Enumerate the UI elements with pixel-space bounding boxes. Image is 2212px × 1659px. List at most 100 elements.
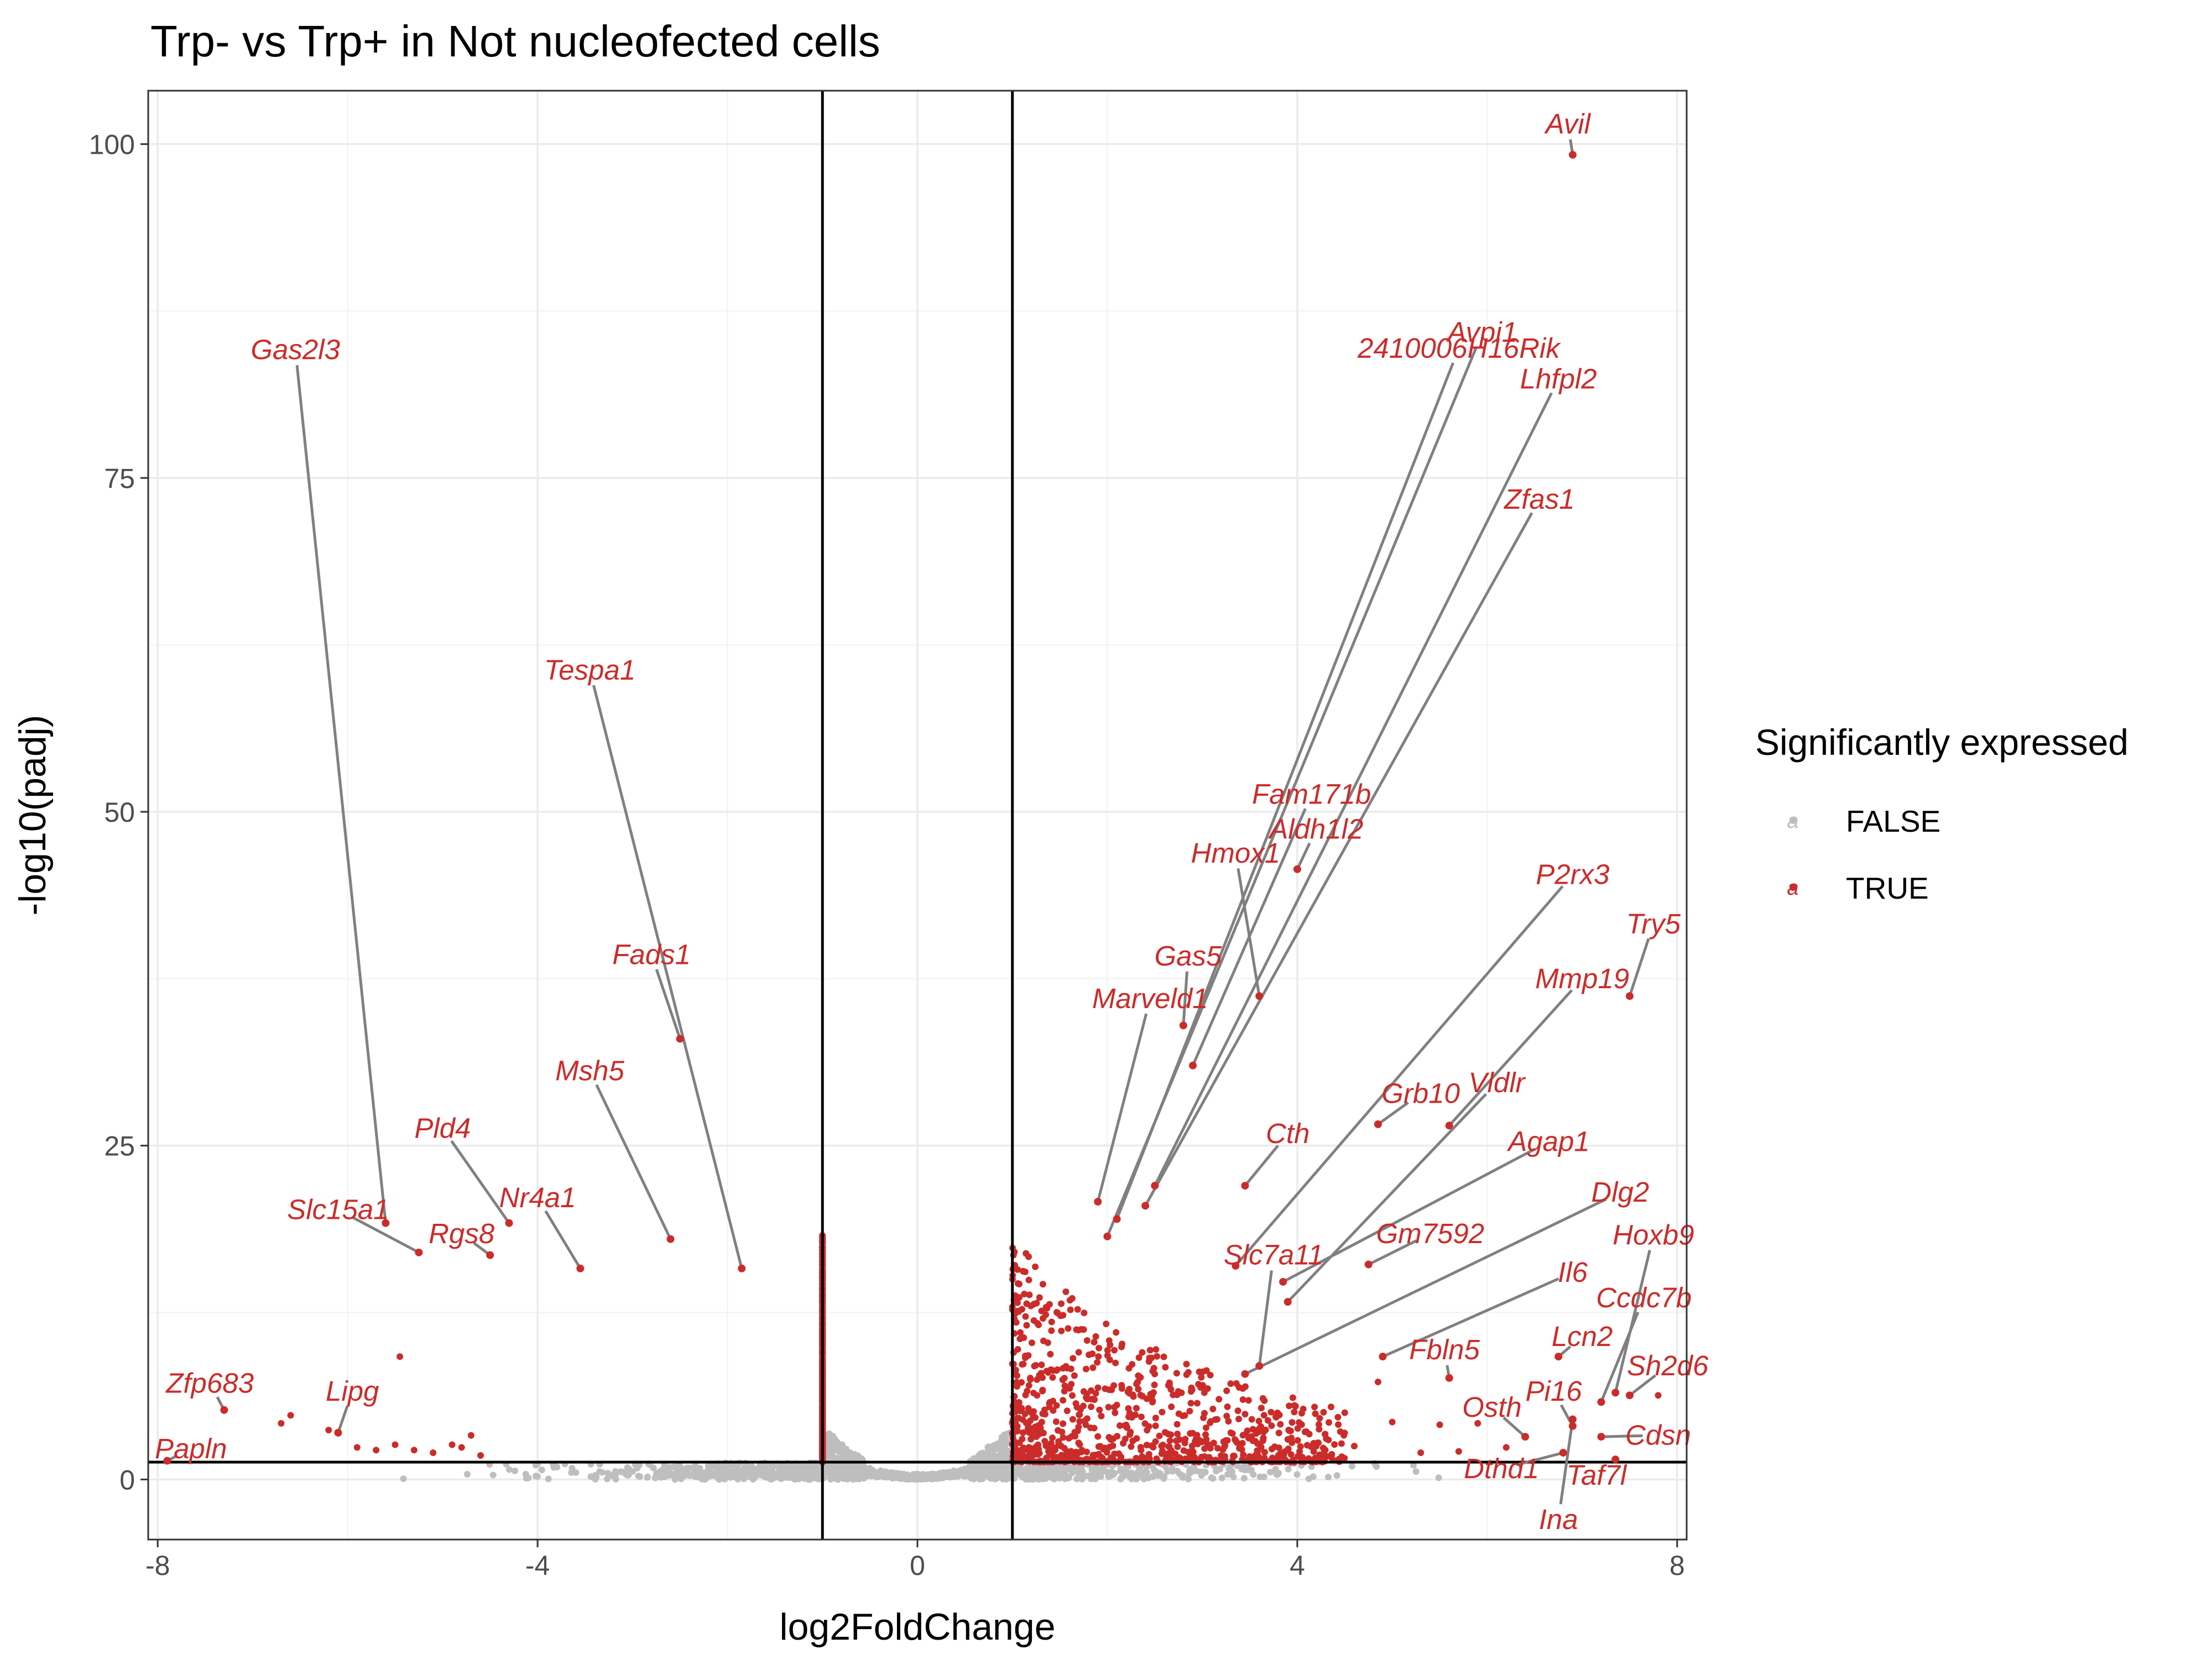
data-point-significant xyxy=(1135,1354,1142,1361)
data-point-significant xyxy=(1221,1453,1228,1460)
data-point-nonsignificant xyxy=(728,1466,735,1473)
data-point-nonsignificant xyxy=(1076,1473,1083,1480)
data-point-labeled xyxy=(1597,1398,1605,1406)
data-point-significant xyxy=(1133,1405,1140,1412)
data-point-nonsignificant xyxy=(904,1475,911,1482)
data-point-nonsignificant xyxy=(745,1466,753,1473)
label-connector xyxy=(1368,1239,1417,1266)
data-point-nonsignificant xyxy=(1001,1454,1008,1462)
data-point-significant xyxy=(1328,1451,1335,1458)
data-point-labeled xyxy=(1611,1455,1620,1464)
data-point-labeled xyxy=(1232,1261,1240,1270)
label-connector xyxy=(1234,885,1564,1267)
data-point-significant xyxy=(1019,1429,1026,1436)
data-point-significant xyxy=(1291,1408,1298,1416)
data-point-significant xyxy=(1207,1371,1214,1379)
data-point-significant xyxy=(1338,1440,1345,1447)
data-point-nonsignificant xyxy=(993,1442,1000,1449)
data-point-significant xyxy=(1014,1415,1021,1422)
data-point-significant xyxy=(1145,1423,1152,1430)
data-point-nonsignificant xyxy=(987,1462,994,1469)
data-point-significant xyxy=(1069,1392,1076,1399)
data-point-nonsignificant xyxy=(1226,1470,1233,1478)
data-point-significant xyxy=(1334,1413,1342,1421)
label-connector xyxy=(1601,1434,1643,1438)
gene-label: Hoxb9 xyxy=(1613,1219,1694,1250)
data-point-significant xyxy=(1039,1281,1046,1288)
x-axis-title: log2FoldChange xyxy=(779,1606,1055,1648)
data-point-significant xyxy=(1297,1443,1304,1450)
data-point-nonsignificant xyxy=(722,1472,729,1479)
data-point-labeled xyxy=(1103,1232,1112,1240)
data-point-nonsignificant xyxy=(998,1433,1005,1441)
data-point-significant xyxy=(1088,1395,1095,1402)
data-point-significant xyxy=(1049,1374,1056,1381)
data-point-significant xyxy=(1316,1415,1323,1422)
data-point-significant xyxy=(1209,1405,1217,1412)
data-point-significant xyxy=(1327,1404,1334,1411)
data-point-labeled xyxy=(1625,992,1634,1000)
data-point-significant xyxy=(1074,1306,1081,1313)
data-point-labeled xyxy=(415,1248,423,1256)
label-connector xyxy=(1600,1311,1640,1403)
data-point-significant xyxy=(1095,1344,1103,1352)
label-connector xyxy=(1182,971,1189,1026)
gene-label: Dlg2 xyxy=(1591,1176,1649,1208)
data-point-significant xyxy=(1187,1400,1194,1407)
data-point-nonsignificant xyxy=(953,1469,961,1476)
data-point-significant xyxy=(1027,1436,1035,1443)
data-point-significant xyxy=(1303,1428,1310,1435)
data-point-significant xyxy=(1325,1436,1332,1443)
label-connector xyxy=(1237,868,1261,997)
data-point-labeled xyxy=(1597,1433,1605,1441)
data-point-nonsignificant xyxy=(1155,1472,1162,1479)
data-point-significant xyxy=(1173,1421,1181,1428)
data-point-significant xyxy=(1193,1432,1201,1439)
label-connector xyxy=(1244,1144,1279,1187)
data-point-nonsignificant xyxy=(463,1470,471,1478)
data-point-significant xyxy=(1174,1443,1181,1451)
data-point-significant xyxy=(1291,1402,1298,1409)
data-point-nonsignificant xyxy=(1333,1472,1340,1479)
data-point-nonsignificant xyxy=(550,1464,557,1471)
data-point-nonsignificant xyxy=(970,1475,977,1483)
label-connector xyxy=(1559,1419,1574,1505)
data-point-labeled xyxy=(220,1406,228,1414)
data-point-significant xyxy=(1103,1321,1110,1328)
gene-label: Hmox1 xyxy=(1191,837,1281,869)
gene-label: Pi16 xyxy=(1526,1375,1583,1407)
data-point-significant xyxy=(1118,1381,1125,1389)
data-point-significant xyxy=(1019,1267,1026,1275)
data-point-significant xyxy=(1230,1452,1237,1459)
data-point-significant xyxy=(1284,1436,1291,1443)
data-point-significant xyxy=(1048,1327,1055,1334)
label-connector xyxy=(1096,1013,1148,1202)
y-tick-label: 75 xyxy=(104,463,135,494)
data-point-significant xyxy=(1152,1415,1159,1422)
data-point-nonsignificant xyxy=(1150,1473,1157,1480)
gene-label: Slc7a11 xyxy=(1224,1239,1324,1271)
data-point-significant xyxy=(1071,1372,1078,1379)
data-point-significant xyxy=(1035,1431,1042,1438)
data-point-significant xyxy=(1053,1402,1060,1409)
legend-item: aTRUE xyxy=(1767,862,1929,913)
data-point-significant xyxy=(1275,1452,1282,1459)
data-point-significant xyxy=(1213,1416,1220,1423)
data-point-significant xyxy=(1060,1397,1067,1404)
data-point-nonsignificant xyxy=(681,1472,688,1479)
data-point-significant xyxy=(1094,1384,1102,1391)
data-point-significant xyxy=(1149,1399,1156,1406)
data-point-significant xyxy=(1296,1448,1303,1455)
data-point-significant xyxy=(1019,1361,1026,1368)
data-point-significant xyxy=(1187,1430,1194,1437)
y-axis-title: -log10(padj) xyxy=(12,715,54,916)
data-point-significant xyxy=(1227,1380,1234,1387)
data-point-labeled xyxy=(1094,1198,1102,1206)
data-point-significant xyxy=(1025,1276,1032,1284)
data-point-nonsignificant xyxy=(1161,1473,1168,1480)
data-point-significant xyxy=(1031,1447,1039,1454)
data-point-significant xyxy=(1258,1405,1265,1412)
data-point-labeled xyxy=(1611,1389,1620,1397)
